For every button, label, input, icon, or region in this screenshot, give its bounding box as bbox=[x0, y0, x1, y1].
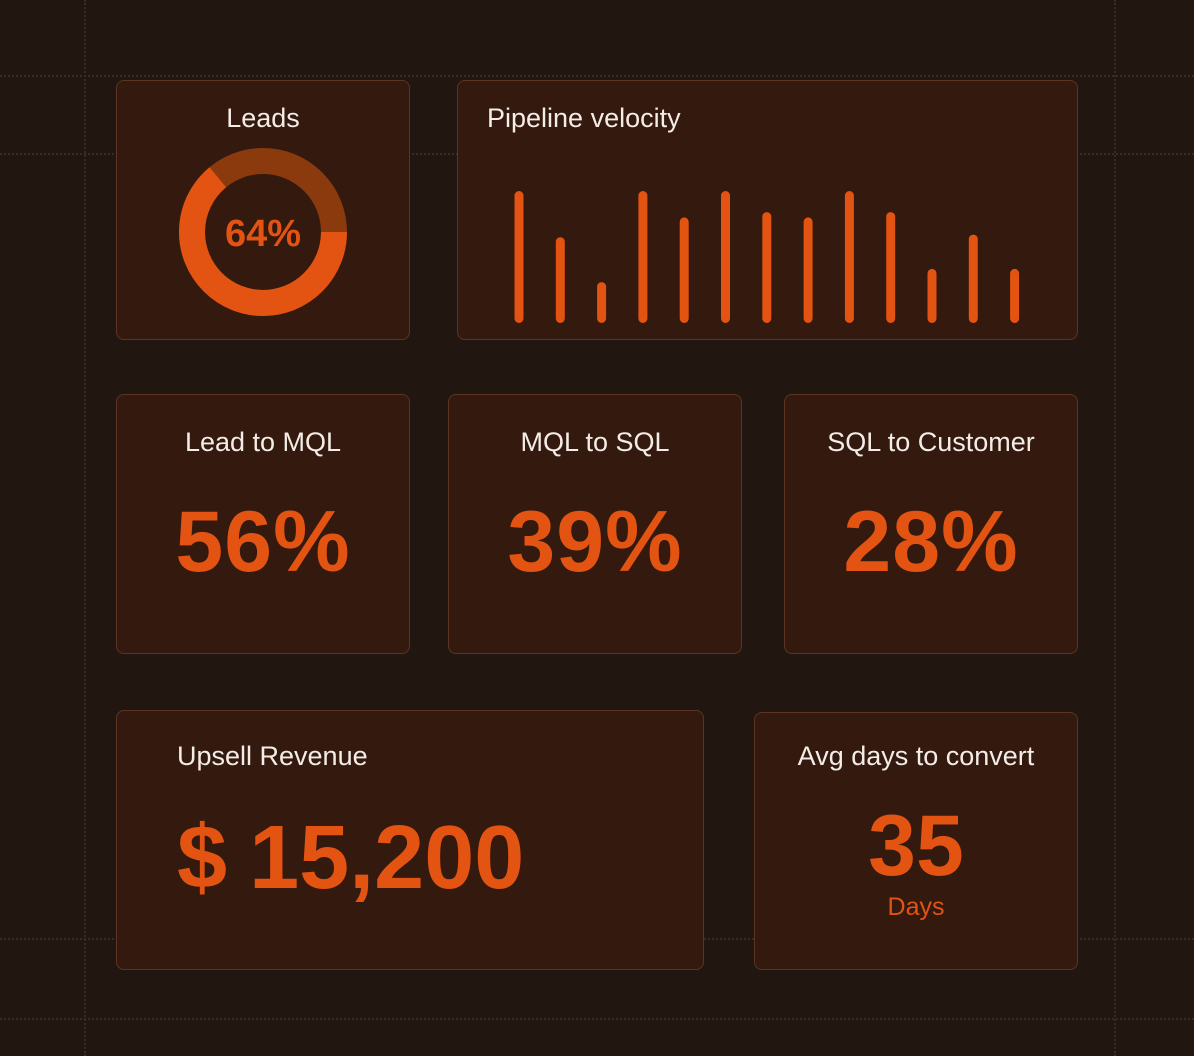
leads-title: Leads bbox=[226, 103, 300, 133]
lead-to-mql-value: 56% bbox=[175, 494, 351, 590]
pipeline-bar-1 bbox=[514, 191, 524, 323]
currency-symbol: $ bbox=[177, 808, 228, 908]
upsell-revenue-value: 15,200 bbox=[249, 808, 525, 908]
pipeline-bar-10 bbox=[886, 212, 896, 323]
leads-donut-chart: 64% bbox=[179, 148, 347, 316]
grid-line bbox=[84, 0, 86, 1056]
avg-days-unit: Days bbox=[887, 893, 945, 921]
sql-to-customer-title: SQL to Customer bbox=[827, 427, 1035, 457]
pipeline-bar-13 bbox=[1010, 268, 1020, 323]
avg-days-value: 35 bbox=[868, 798, 964, 894]
leads-card: Leads 64% bbox=[116, 80, 410, 340]
mql-to-sql-value: 39% bbox=[507, 494, 683, 590]
mql-to-sql-title: MQL to SQL bbox=[520, 427, 670, 457]
pipeline-velocity-bar-chart bbox=[514, 191, 1020, 323]
upsell-revenue-amount: $15,200 bbox=[177, 807, 524, 910]
grid-line bbox=[1114, 0, 1116, 1056]
pipeline-velocity-title: Pipeline velocity bbox=[487, 103, 681, 133]
sql-to-customer-value: 28% bbox=[843, 494, 1019, 590]
lead-to-mql-title: Lead to MQL bbox=[184, 427, 342, 457]
avg-days-title: Avg days to convert bbox=[797, 741, 1035, 771]
pipeline-bar-5 bbox=[679, 217, 689, 323]
mql-to-sql-card: MQL to SQL 39% bbox=[448, 394, 742, 654]
pipeline-bar-7 bbox=[762, 212, 772, 323]
pipeline-bar-9 bbox=[844, 191, 854, 323]
pipeline-bar-3 bbox=[597, 282, 607, 323]
upsell-revenue-card: Upsell Revenue $15,200 bbox=[116, 710, 704, 970]
leads-percent-label: 64% bbox=[225, 213, 301, 255]
pipeline-bar-8 bbox=[803, 217, 813, 323]
grid-line bbox=[0, 75, 1194, 77]
pipeline-bar-6 bbox=[721, 191, 730, 323]
avg-days-card: Avg days to convert 35 Days bbox=[754, 712, 1078, 970]
upsell-revenue-title: Upsell Revenue bbox=[177, 741, 368, 771]
pipeline-bar-12 bbox=[968, 234, 978, 323]
sql-to-customer-card: SQL to Customer 28% bbox=[784, 394, 1078, 654]
grid-line bbox=[0, 1018, 1194, 1020]
pipeline-velocity-card: Pipeline velocity bbox=[457, 80, 1078, 340]
lead-to-mql-card: Lead to MQL 56% bbox=[116, 394, 410, 654]
pipeline-bar-4 bbox=[638, 191, 648, 323]
pipeline-bar-2 bbox=[555, 237, 565, 323]
pipeline-bar-11 bbox=[927, 268, 937, 323]
donut-value-arc bbox=[179, 148, 347, 316]
